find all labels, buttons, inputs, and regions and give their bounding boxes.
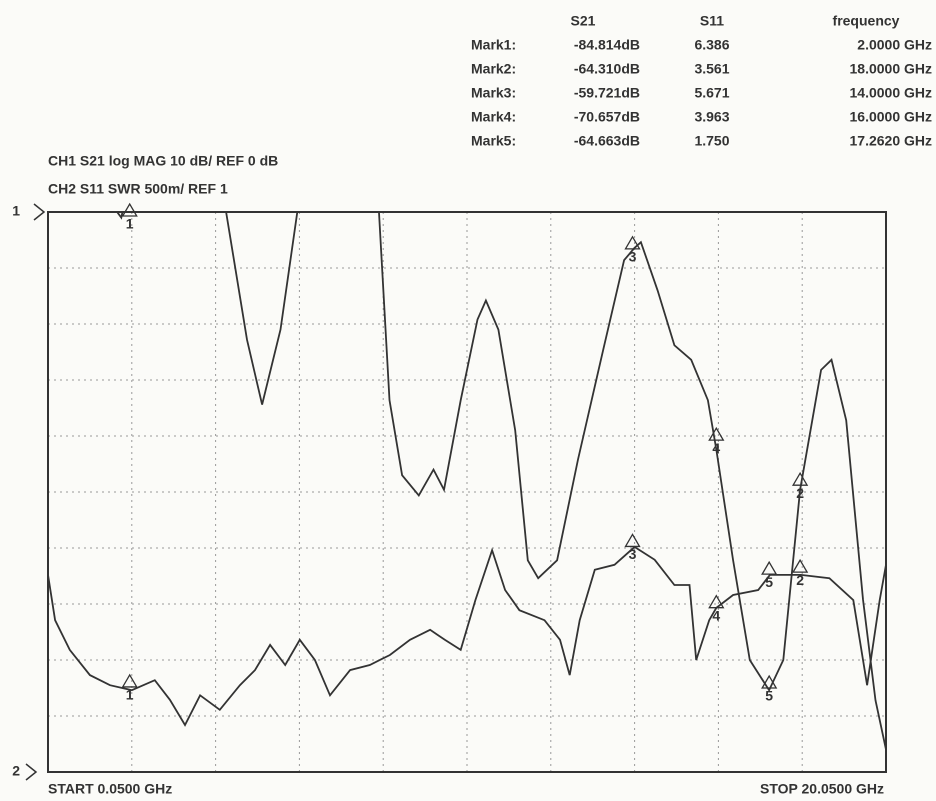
marker-s11: 3.561: [694, 61, 729, 77]
marker-frequency: 18.0000 GHz: [850, 61, 933, 77]
marker-name: Mark4:: [471, 109, 516, 125]
plot-frame: [47, 211, 887, 773]
marker-triangle: [121, 673, 138, 688]
marker-s11: 5.671: [694, 85, 729, 101]
ref-label: 1: [12, 203, 20, 219]
marker-tag: 5: [765, 574, 773, 590]
marker-s11: 1.750: [694, 133, 729, 149]
marker-s11: 3.963: [694, 109, 729, 125]
marker-frequency: 16.0000 GHz: [850, 109, 933, 125]
marker-frequency: 2.0000 GHz: [857, 37, 932, 53]
marker-tag: 4: [712, 440, 720, 456]
traces: [48, 212, 886, 750]
marker-tag: 2: [796, 485, 804, 501]
marker-name: Mark3:: [471, 85, 516, 101]
marker-tag: 3: [629, 249, 637, 265]
marker-triangle: [791, 471, 809, 486]
marker-tag: 1: [126, 216, 134, 232]
ref-arrow: [33, 203, 46, 221]
marker-name: Mark1:: [471, 37, 516, 53]
marker-triangle: [791, 558, 809, 573]
marker-frequency: 17.2620 GHz: [850, 133, 933, 149]
channel-2-line: CH2 S11 SWR 500m/ REF 1: [48, 181, 228, 197]
marker-tag: 2: [796, 572, 804, 588]
marker-triangle: [624, 533, 641, 548]
marker-tag: 5: [765, 688, 773, 704]
marker-tag: 3: [629, 546, 637, 562]
table-header: S11: [700, 13, 724, 29]
marker-s21: -84.814dB: [574, 37, 640, 53]
stop-label: STOP 20.0500 GHz: [760, 781, 884, 797]
start-label: START 0.0500 GHz: [48, 781, 172, 797]
marker-s21: -64.310dB: [574, 61, 640, 77]
marker-s21: -70.657dB: [574, 109, 640, 125]
table-header: frequency: [833, 13, 900, 29]
trace: [48, 545, 886, 727]
marker-s11: 6.386: [694, 37, 729, 53]
ref-label: 2: [12, 763, 20, 779]
marker-frequency: 14.0000 GHz: [850, 85, 933, 101]
marker-name: Mark2:: [471, 61, 516, 77]
marker-triangle: [708, 594, 725, 609]
marker-triangle: [624, 235, 641, 250]
marker-tag: 4: [712, 607, 720, 623]
marker-s21: -64.663dB: [574, 133, 640, 149]
ref-arrow: [25, 763, 38, 781]
marker-name: Mark5:: [471, 133, 516, 149]
marker-s21: -59.721dB: [574, 85, 640, 101]
marker-triangle: [121, 202, 138, 217]
marker-triangle: [761, 674, 778, 689]
marker-triangle: [761, 560, 778, 575]
marker-triangle: [708, 426, 725, 441]
channel-1-line: CH1 S21 log MAG 10 dB/ REF 0 dB: [48, 153, 278, 169]
marker-tag: 1: [126, 687, 134, 703]
trace: [116, 212, 886, 750]
table-header: S21: [571, 13, 596, 29]
